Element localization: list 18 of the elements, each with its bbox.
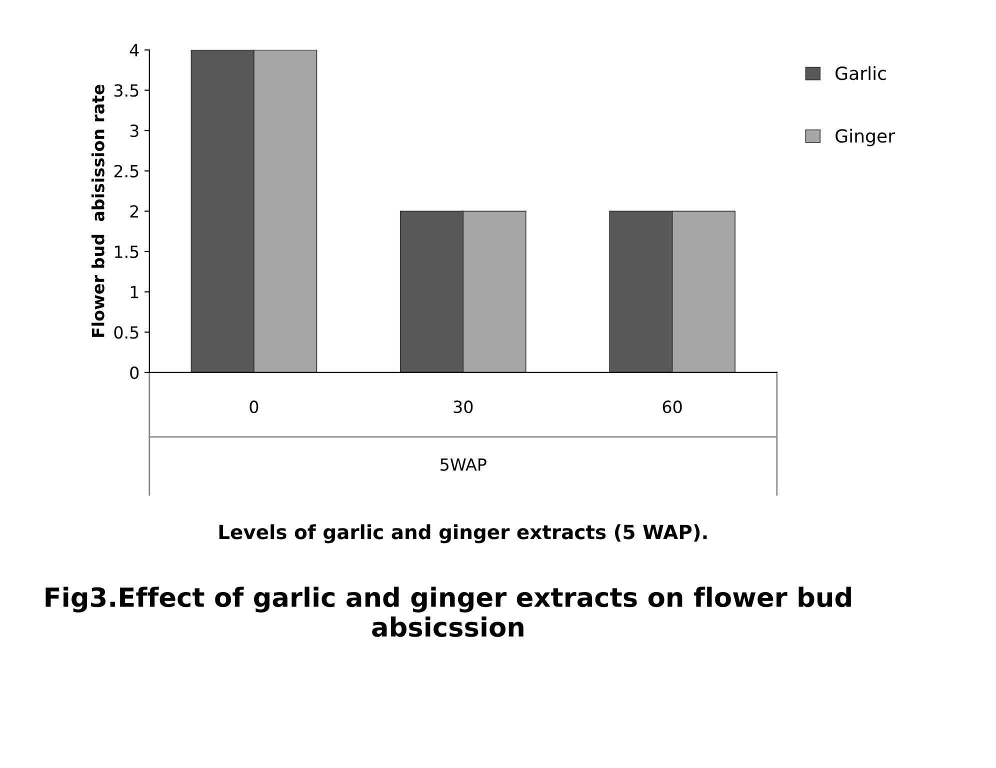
y-tick-label: 2.5	[114, 164, 138, 178]
y-axis-title: Flower bud abisission rate	[91, 84, 104, 337]
x-tick-label: 60	[662, 400, 682, 414]
text: Fig3.Effect of garlic and ginger extracts on flower bud absicssion	[46, 586, 851, 637]
y-tick-label: 4	[130, 44, 139, 56]
legend-label: Garlic	[836, 66, 886, 80]
y-tick-label: 3	[130, 124, 138, 138]
x-tick-label: 30	[454, 400, 473, 414]
y-tick-label: 3.5	[114, 84, 138, 97]
y-tick-label: 0	[130, 366, 139, 380]
y-tick-label: 0.5	[114, 326, 138, 339]
y-tick-label: 2	[130, 205, 138, 218]
text: 5WAP	[440, 458, 486, 471]
x-tick-label: 0	[250, 400, 258, 414]
text: Levels of garlic and ginger extracts (5 WAP).	[219, 524, 707, 544]
y-tick-label: 1.5	[115, 246, 138, 258]
y-tick-label: 1	[130, 286, 138, 298]
legend-label: Ginger	[836, 128, 896, 146]
